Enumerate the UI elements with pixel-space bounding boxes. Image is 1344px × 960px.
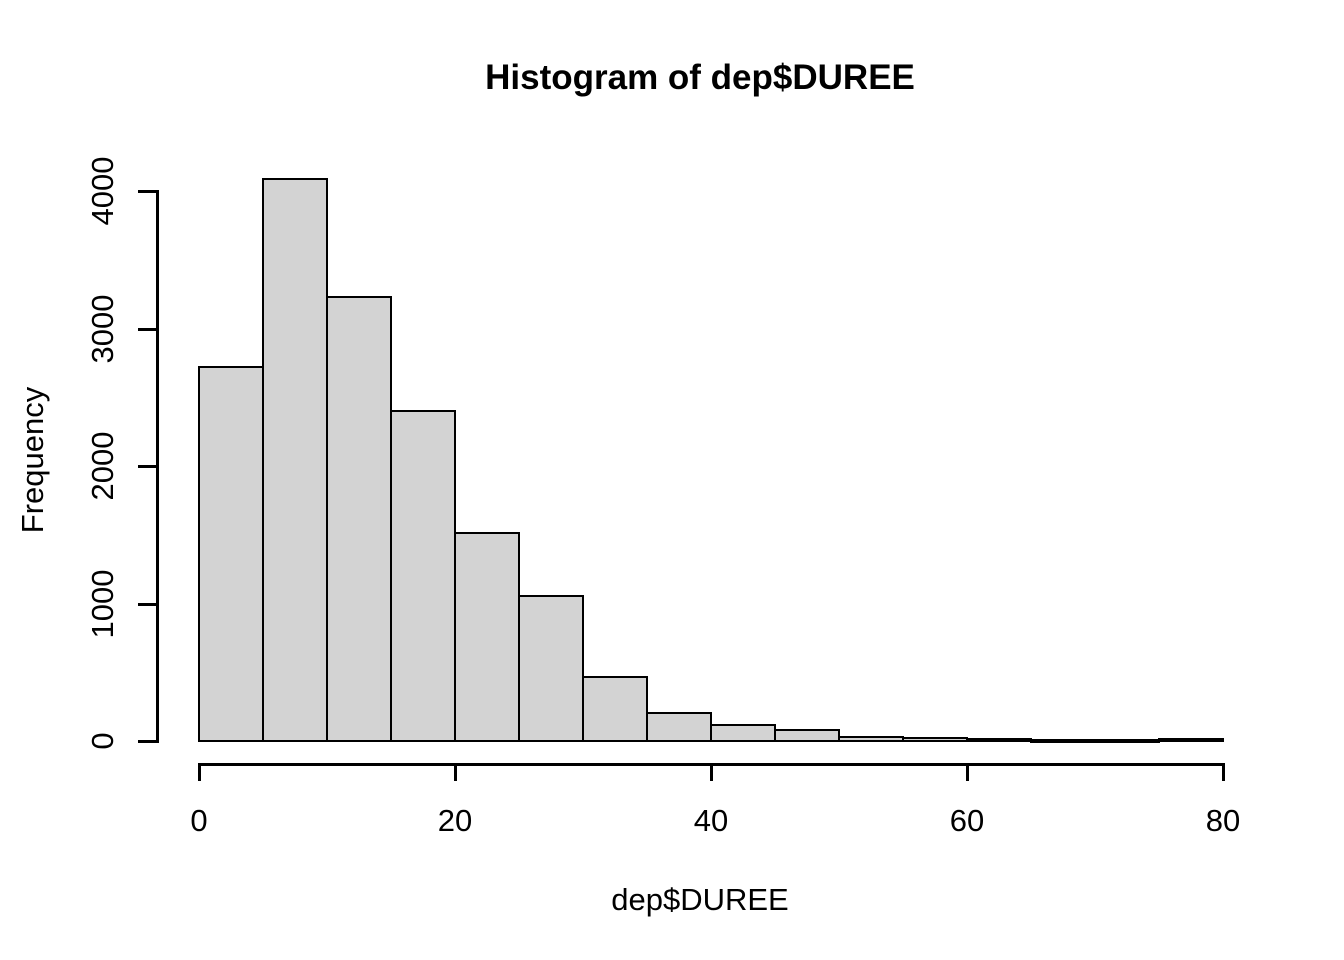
- x-tick-mark: [966, 763, 969, 781]
- y-axis-label: Frequency: [15, 386, 50, 534]
- x-tick-label: 80: [1205, 803, 1241, 838]
- y-tick-mark: [138, 602, 156, 606]
- histogram-bar: [518, 594, 584, 742]
- x-tick-mark: [1222, 763, 1225, 781]
- histogram-bar: [582, 675, 648, 742]
- histogram-bar: [646, 711, 712, 742]
- histogram-bar: [326, 295, 392, 742]
- histogram-bar: [262, 178, 328, 742]
- y-tick-label: 1000: [85, 569, 120, 638]
- x-tick-label: 20: [437, 803, 473, 838]
- y-tick-label: 4000: [85, 156, 120, 226]
- histogram-bar: [1030, 738, 1096, 743]
- histogram-bar: [902, 737, 968, 742]
- x-tick-label: 0: [190, 803, 208, 838]
- y-axis-line: [156, 190, 159, 743]
- y-tick-label: 2000: [85, 431, 120, 501]
- histogram-bar: [838, 735, 904, 742]
- histogram-bar: [198, 365, 264, 742]
- y-tick-mark: [138, 190, 156, 193]
- x-axis-label: dep$DUREE: [611, 882, 789, 917]
- x-tick-label: 40: [693, 803, 729, 838]
- histogram-bar: [1094, 738, 1160, 743]
- chart-title: Histogram of dep$DUREE: [485, 58, 915, 97]
- histogram-bar: [966, 738, 1032, 743]
- histogram-bar: [774, 728, 840, 742]
- x-tick-mark: [710, 763, 713, 781]
- y-tick-label: 3000: [85, 294, 120, 363]
- histogram-bar: [390, 410, 456, 742]
- y-tick-mark: [138, 740, 156, 743]
- y-tick-mark: [138, 327, 156, 331]
- x-tick-mark: [198, 763, 201, 781]
- histogram-bar: [454, 532, 520, 742]
- histogram-bar: [1158, 737, 1224, 742]
- x-tick-label: 60: [949, 803, 985, 838]
- x-tick-mark: [454, 763, 457, 781]
- histogram-bar: [710, 723, 776, 742]
- y-tick-label: 0: [85, 732, 120, 750]
- y-tick-mark: [138, 465, 156, 468]
